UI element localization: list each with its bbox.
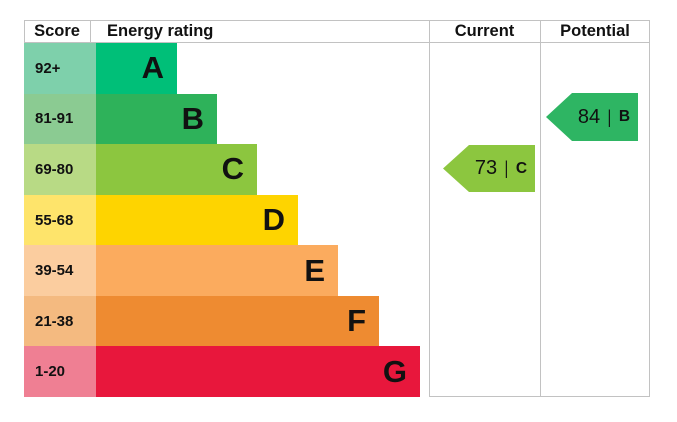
header-potential: Potential: [560, 22, 630, 40]
band-row-f: 21-38 F: [24, 295, 429, 347]
band-bar-g: G: [96, 346, 420, 398]
band-bar-e: E: [96, 245, 338, 296]
band-bar-d: D: [96, 194, 298, 246]
band-row-g: 1-20 G: [24, 346, 429, 398]
grid-line-left: [24, 20, 25, 42]
grid-line-header-bottom: [24, 42, 650, 43]
header-score: Score: [34, 22, 80, 40]
band-score-a: 92+: [24, 43, 96, 94]
band-bar-b: B: [96, 93, 217, 145]
band-score-b: 81-91: [24, 93, 96, 145]
current-rating-separator: |: [504, 158, 509, 178]
band-bar-f: F: [96, 295, 379, 347]
grid-line-bottom: [429, 396, 650, 397]
band-row-d: 55-68 D: [24, 194, 429, 246]
current-rating-grade: C: [515, 159, 528, 177]
grid-line-top: [24, 20, 650, 21]
current-rating-arrow: 73 | C: [443, 145, 535, 192]
band-score-d: 55-68: [24, 194, 96, 246]
band-rows: 92+ A 81-91 B 69-80 C 55-68 D 39-54 E 21…: [24, 43, 429, 398]
band-row-e: 39-54 E: [24, 245, 429, 296]
band-bar-a: A: [96, 43, 177, 94]
table-header: Score Energy rating Current Potential: [24, 20, 650, 42]
grid-line-potential-divider: [540, 20, 541, 397]
grid-line-score-divider: [90, 20, 91, 42]
band-score-c: 69-80: [24, 144, 96, 195]
band-score-f: 21-38: [24, 295, 96, 347]
band-row-c: 69-80 C: [24, 144, 429, 195]
band-score-g: 1-20: [24, 346, 96, 398]
grid-line-right: [649, 20, 650, 397]
band-row-a: 92+ A: [24, 43, 429, 94]
header-energy-rating: Energy rating: [107, 22, 214, 40]
grid-line-current-divider: [429, 20, 430, 397]
potential-rating-separator: |: [607, 106, 612, 127]
potential-rating-value: 84: [577, 105, 601, 128]
current-rating-value: 73: [474, 157, 498, 179]
header-current: Current: [454, 22, 515, 40]
potential-rating-arrow: 84 | B: [546, 93, 638, 141]
band-row-b: 81-91 B: [24, 93, 429, 145]
rating-table: Score Energy rating Current Potential 92…: [24, 20, 650, 398]
band-score-e: 39-54: [24, 245, 96, 296]
band-bar-c: C: [96, 144, 257, 195]
potential-rating-grade: B: [618, 108, 631, 125]
